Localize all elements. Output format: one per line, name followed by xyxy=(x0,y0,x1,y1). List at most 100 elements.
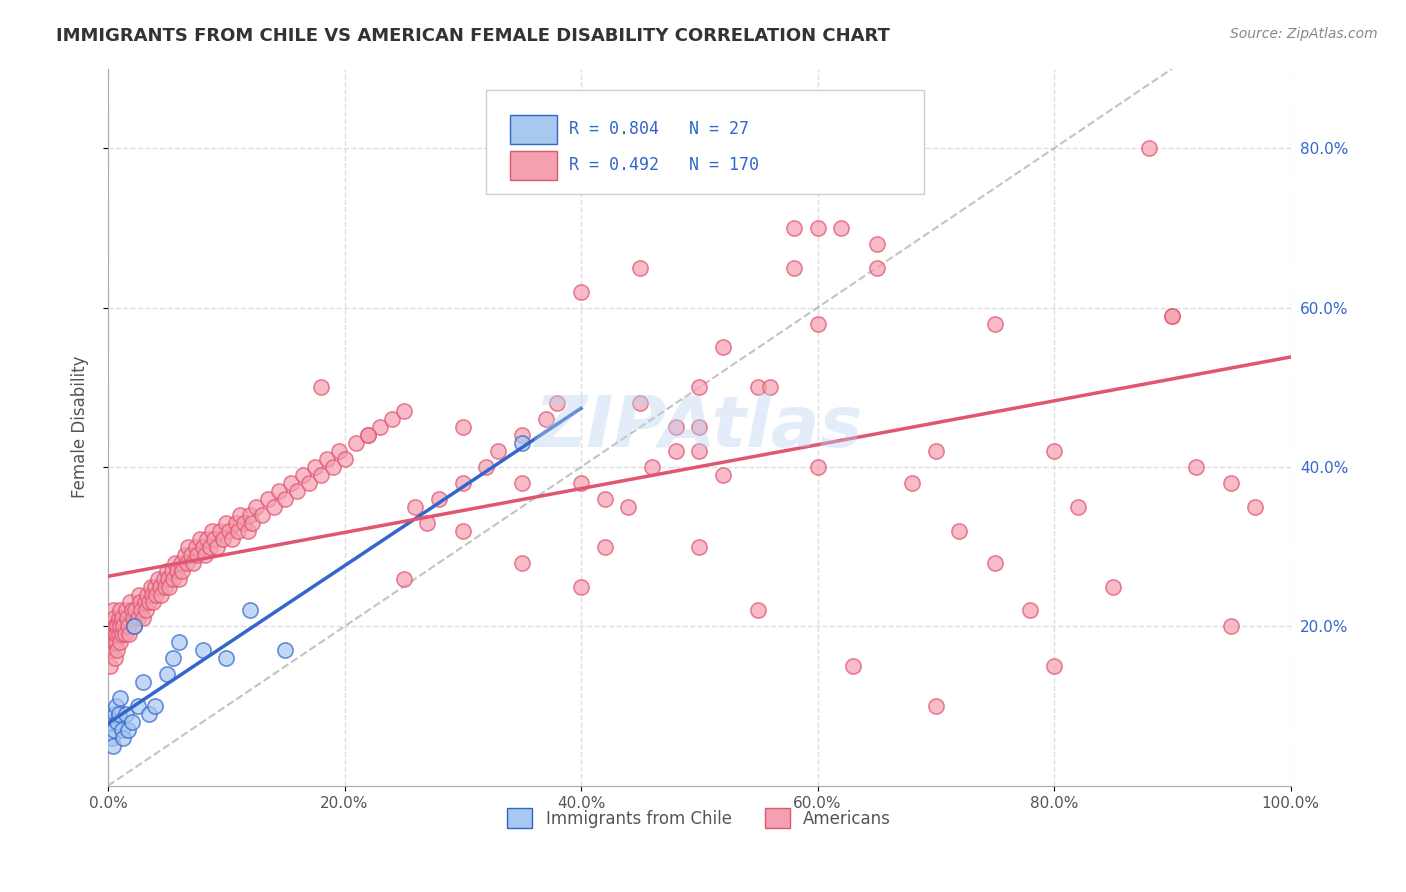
Point xyxy=(357,428,380,442)
Point xyxy=(186,548,208,562)
Point xyxy=(115,611,138,625)
Point xyxy=(129,603,152,617)
Point xyxy=(205,540,228,554)
Point xyxy=(143,699,166,714)
Point xyxy=(100,731,122,745)
Point xyxy=(122,619,145,633)
Point xyxy=(101,603,124,617)
Point xyxy=(866,236,889,251)
Point xyxy=(688,380,710,394)
Point xyxy=(250,508,273,522)
Point xyxy=(256,491,278,506)
Point xyxy=(149,580,172,594)
Point xyxy=(309,467,332,482)
Point xyxy=(152,572,174,586)
FancyBboxPatch shape xyxy=(510,115,557,144)
Text: ZIPAtlas: ZIPAtlas xyxy=(536,392,863,462)
Point xyxy=(1019,603,1042,617)
Point xyxy=(569,475,592,490)
Point xyxy=(166,564,188,578)
Point xyxy=(105,635,128,649)
Point xyxy=(298,475,321,490)
Point xyxy=(783,221,806,235)
Point xyxy=(404,500,426,514)
Point xyxy=(167,572,190,586)
Point xyxy=(127,611,149,625)
Point xyxy=(427,491,450,506)
Point xyxy=(114,627,136,641)
Point xyxy=(274,491,297,506)
Text: R = 0.804   N = 27: R = 0.804 N = 27 xyxy=(569,120,749,138)
Point xyxy=(925,699,948,714)
Point xyxy=(322,460,344,475)
Point xyxy=(108,603,131,617)
Point xyxy=(191,643,214,657)
Point xyxy=(160,564,183,578)
Point xyxy=(181,556,204,570)
Point xyxy=(201,524,224,538)
Point xyxy=(416,516,439,530)
Point xyxy=(593,491,616,506)
Point xyxy=(127,699,149,714)
Point xyxy=(1067,500,1090,514)
Point xyxy=(1043,659,1066,673)
Point xyxy=(135,603,157,617)
Point xyxy=(1220,619,1243,633)
Point xyxy=(368,420,391,434)
Point xyxy=(145,587,167,601)
Point xyxy=(129,595,152,609)
Point xyxy=(617,500,640,514)
Point xyxy=(134,595,156,609)
Point xyxy=(665,420,688,434)
Point xyxy=(107,619,129,633)
Point xyxy=(392,404,415,418)
Point xyxy=(143,580,166,594)
Point xyxy=(98,714,121,729)
Point xyxy=(569,580,592,594)
Point xyxy=(357,428,380,442)
Point xyxy=(101,739,124,753)
Point xyxy=(221,532,243,546)
Point xyxy=(111,723,134,737)
Point xyxy=(124,603,146,617)
Point xyxy=(1137,141,1160,155)
Point xyxy=(344,436,367,450)
Point xyxy=(304,460,326,475)
Point xyxy=(191,540,214,554)
Point xyxy=(215,516,238,530)
Point xyxy=(108,691,131,706)
Point xyxy=(901,475,924,490)
Point xyxy=(830,221,852,235)
Point xyxy=(138,595,160,609)
Point xyxy=(209,524,232,538)
Point xyxy=(162,651,184,665)
Point xyxy=(111,611,134,625)
Point xyxy=(759,380,782,394)
Point xyxy=(121,714,143,729)
Point xyxy=(688,444,710,458)
Point xyxy=(239,603,262,617)
Point xyxy=(747,603,769,617)
Point xyxy=(628,260,651,275)
Point xyxy=(167,635,190,649)
Point xyxy=(107,627,129,641)
Point xyxy=(285,483,308,498)
Point xyxy=(475,460,498,475)
Point xyxy=(233,516,256,530)
Point xyxy=(665,444,688,458)
Point xyxy=(1161,309,1184,323)
Point xyxy=(534,412,557,426)
Point xyxy=(188,532,211,546)
Point xyxy=(204,532,226,546)
Point xyxy=(1244,500,1267,514)
Legend: Immigrants from Chile, Americans: Immigrants from Chile, Americans xyxy=(501,801,898,835)
Point xyxy=(139,580,162,594)
Point xyxy=(111,627,134,641)
Point xyxy=(170,556,193,570)
Point xyxy=(292,467,315,482)
Point xyxy=(98,635,121,649)
Point xyxy=(925,444,948,458)
Point xyxy=(107,707,129,722)
Point xyxy=(866,260,889,275)
Y-axis label: Female Disability: Female Disability xyxy=(72,356,89,499)
